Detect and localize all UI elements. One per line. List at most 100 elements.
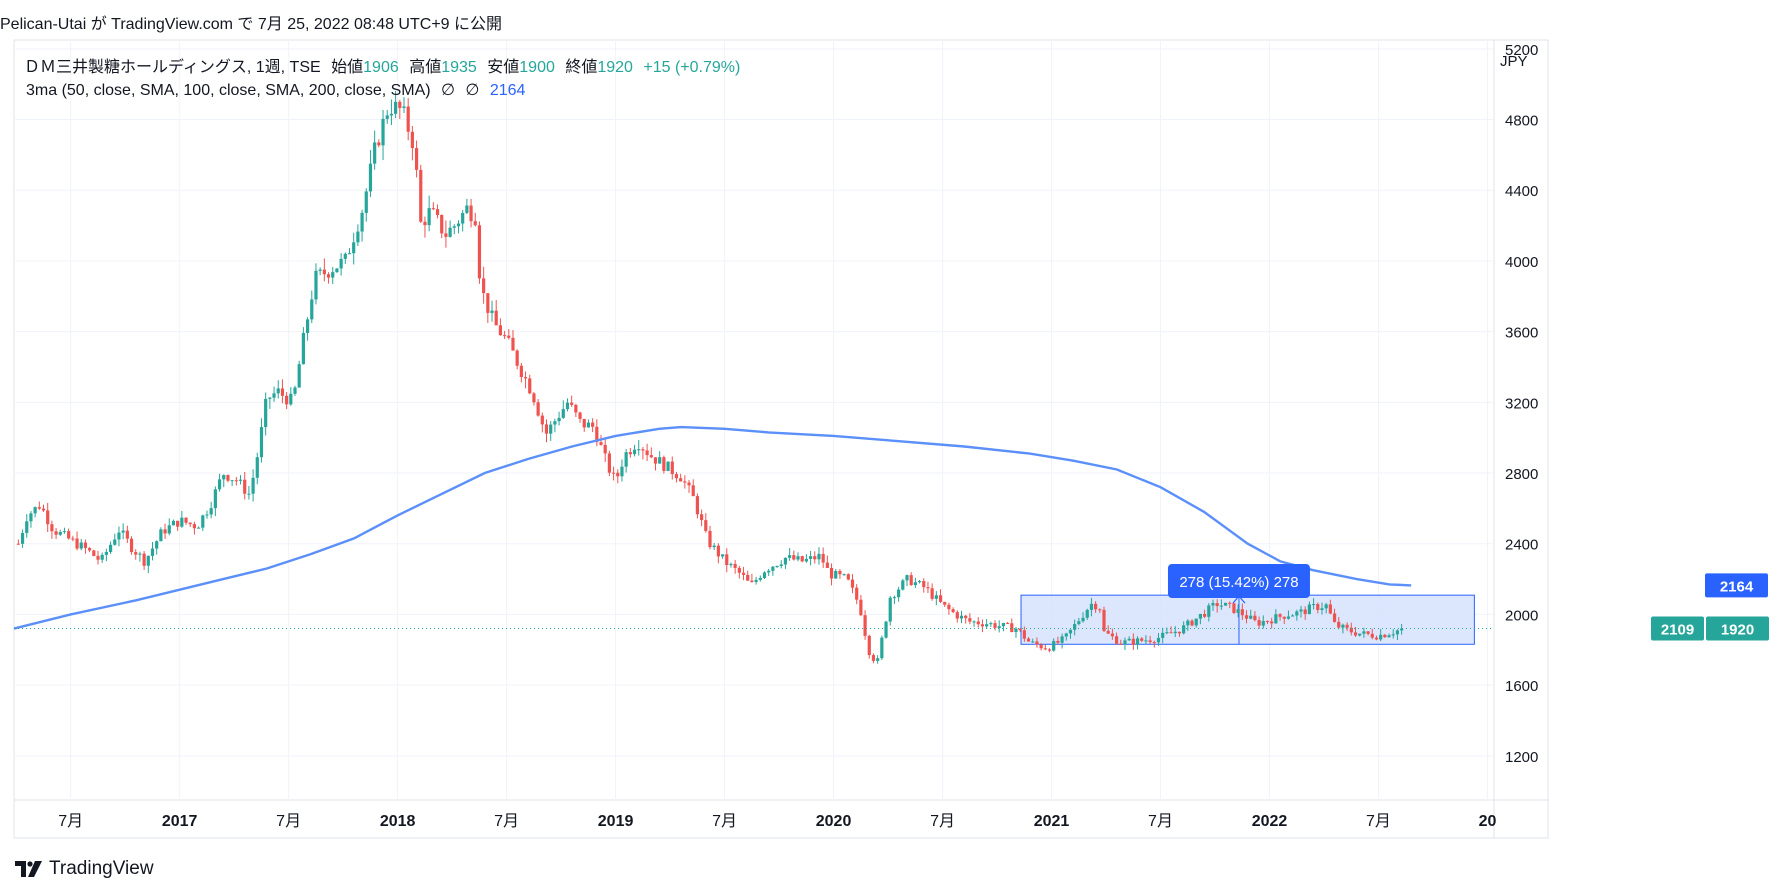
candle-body xyxy=(54,531,58,535)
candle-body xyxy=(419,169,423,222)
candle-body xyxy=(557,417,561,422)
candle-body xyxy=(628,452,632,455)
candle-body xyxy=(1278,614,1282,617)
candle-body xyxy=(821,553,825,563)
candle-body xyxy=(574,404,578,413)
candle-body xyxy=(1135,638,1140,645)
candle-body xyxy=(1387,635,1391,638)
candle-body xyxy=(486,293,490,313)
candle-body xyxy=(880,637,884,659)
tradingview-logo[interactable]: TradingView xyxy=(15,858,154,880)
candle-body xyxy=(951,609,955,613)
candle-body xyxy=(1249,615,1253,619)
candle-body xyxy=(50,524,54,532)
y-tick-label: 2400 xyxy=(1505,537,1538,554)
sma-line xyxy=(13,425,1412,630)
candle-body xyxy=(968,618,972,622)
candle-body xyxy=(746,574,750,581)
candle-body xyxy=(993,623,997,628)
candle-body xyxy=(624,452,628,467)
last-price-tag-text: 1920 xyxy=(1721,622,1754,639)
candle-body xyxy=(1379,634,1383,640)
candle-body xyxy=(637,449,641,451)
candle-body xyxy=(121,530,125,533)
candle-body xyxy=(897,589,901,598)
candle-body xyxy=(1303,609,1307,615)
candle-body xyxy=(20,532,25,544)
symbol-title[interactable]: ＤＭ三井製糖ホールディングス, 1週, TSE xyxy=(24,59,321,76)
sma-price-tag xyxy=(1705,573,1768,598)
candle-body xyxy=(1291,615,1295,617)
candle-body xyxy=(934,595,938,599)
last-price-tag xyxy=(1706,616,1769,641)
candle-body xyxy=(1177,631,1182,634)
candle-body xyxy=(188,522,192,525)
candle-body xyxy=(850,579,855,588)
range-price-tag xyxy=(1651,616,1704,641)
candle-body xyxy=(540,415,544,425)
candle-body xyxy=(892,597,897,599)
candle-body xyxy=(1073,624,1077,630)
candle-body xyxy=(1156,637,1161,643)
candle-body xyxy=(829,567,834,579)
candle-body xyxy=(318,269,322,271)
candle-body xyxy=(1395,630,1400,635)
y-tick-label: 5200 xyxy=(1505,42,1538,59)
candle-body xyxy=(544,424,549,434)
brand-name: TradingView xyxy=(49,858,154,879)
candle-body xyxy=(1190,620,1194,626)
candle-body xyxy=(1148,640,1152,643)
candle-body xyxy=(423,221,427,226)
candle-body xyxy=(1353,632,1358,636)
candle-body xyxy=(276,388,280,394)
indicator-legend[interactable]: 3ma (50, close, SMA, 100, close, SMA, 20… xyxy=(26,80,525,100)
open-label: 始値 xyxy=(331,59,364,76)
candle-body xyxy=(876,658,880,661)
x-tick-label: 2019 xyxy=(598,813,634,830)
candle-body xyxy=(217,479,222,490)
candle-body xyxy=(913,582,917,586)
candle-body xyxy=(364,191,368,213)
candle-body xyxy=(92,550,96,556)
tradingview-logo-icon xyxy=(15,861,42,877)
x-tick-label: 2018 xyxy=(380,813,416,830)
candle-body xyxy=(16,543,20,545)
attribution-text: Pelican-Utai が TradingView.com で 7月 25, … xyxy=(0,16,503,33)
low-value: 1900 xyxy=(519,59,555,76)
candle-body xyxy=(381,118,385,146)
candle-body xyxy=(917,581,922,583)
candle-body xyxy=(938,595,943,602)
candle-body xyxy=(1232,603,1236,613)
candle-body xyxy=(989,623,993,625)
y-tick-label: 4800 xyxy=(1505,113,1538,130)
candle-body xyxy=(658,457,662,464)
candle-body xyxy=(1123,640,1127,645)
candle-body xyxy=(1345,624,1349,628)
candle-body xyxy=(620,466,624,477)
candle-body xyxy=(25,521,29,533)
candle-body xyxy=(959,615,964,619)
candle-body xyxy=(855,587,859,600)
x-tick-label: 20 xyxy=(1479,813,1497,830)
candle-body xyxy=(716,545,720,557)
candle-body xyxy=(264,398,268,428)
candle-body xyxy=(1203,613,1207,617)
candle-body xyxy=(1236,609,1240,613)
candle-body xyxy=(347,253,352,255)
y-tick-label: 3200 xyxy=(1505,395,1538,412)
candle-body xyxy=(431,208,435,210)
candle-body xyxy=(238,479,243,481)
candle-body xyxy=(1324,604,1328,609)
candle-body xyxy=(146,555,150,566)
candle-body xyxy=(1102,609,1106,631)
candle-body xyxy=(259,427,264,458)
candle-body xyxy=(1228,602,1232,604)
candle-body xyxy=(1144,640,1148,642)
candle-body xyxy=(817,553,821,560)
candle-body xyxy=(1253,615,1257,621)
candle-body xyxy=(1240,609,1244,616)
indicator-label[interactable]: 3ma (50, close, SMA, 100, close, SMA, 20… xyxy=(26,82,431,99)
candle-body xyxy=(343,253,347,259)
candle-body xyxy=(964,615,968,619)
